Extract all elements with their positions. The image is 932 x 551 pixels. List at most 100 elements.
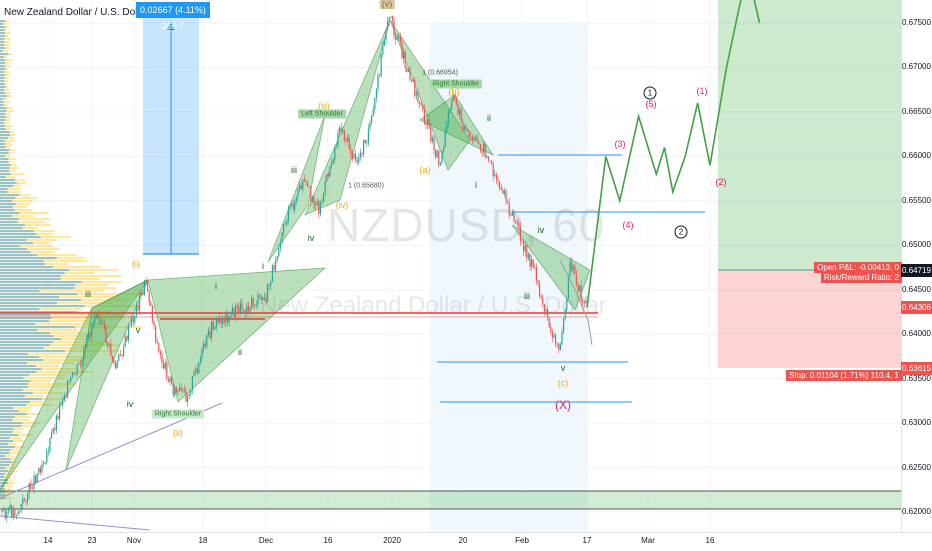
volume-bar: [0, 398, 62, 401]
candle: [377, 75, 379, 90]
candle: [148, 291, 150, 303]
price-tag: 0.63615: [901, 362, 932, 376]
minor-wave-label: v: [560, 363, 566, 373]
candle: [465, 126, 467, 130]
candle: [243, 309, 245, 311]
volume-bar: [0, 188, 21, 191]
candle: [353, 153, 355, 159]
candle: [79, 363, 81, 365]
candle: [289, 205, 291, 209]
candle: [467, 129, 469, 132]
candle: [126, 335, 128, 341]
candle: [134, 315, 136, 322]
candle: [582, 301, 584, 303]
candle: [529, 254, 531, 267]
candle: [212, 321, 214, 330]
volume-bar-value: [0, 122, 5, 125]
candle: [483, 143, 485, 153]
pattern-annotation: 1 (0.66954): [422, 69, 458, 77]
candle: [65, 395, 67, 397]
candle: [414, 80, 416, 96]
volume-bar-value: [0, 338, 61, 341]
candle: [190, 390, 192, 395]
candle: [403, 51, 405, 59]
volume-bar-value: [0, 353, 28, 356]
volume-bar-value: [0, 389, 23, 392]
volume-bar: [0, 179, 25, 182]
candle: [209, 330, 211, 339]
volume-bar-value: [0, 194, 20, 197]
stop-label: Stop: 0.01104 (1.71%) 110.4, 1: [785, 370, 902, 381]
volume-bar-value: [0, 377, 24, 380]
volume-bar: [0, 71, 10, 74]
candle: [145, 280, 147, 283]
candle: [367, 128, 369, 143]
volume-bar-value: [0, 245, 20, 248]
volume-bar-value: [0, 176, 6, 179]
candle: [30, 482, 32, 489]
y-tick-label: 0.65000: [902, 240, 931, 250]
candle: [279, 242, 281, 249]
volume-bar: [0, 20, 10, 23]
candle: [550, 327, 552, 333]
candle: [563, 318, 565, 332]
candle: [7, 510, 9, 512]
volume-bar-value: [0, 215, 13, 218]
candle: [227, 312, 229, 323]
volume-bar-value: [0, 272, 65, 275]
candle: [420, 104, 422, 106]
volume-bar: [0, 248, 60, 251]
volume-bar-value: [0, 446, 15, 449]
volume-bar-value: [0, 344, 50, 347]
candle: [118, 354, 120, 361]
candle: [449, 108, 451, 114]
volume-bar-value: [0, 185, 14, 188]
candle: [247, 305, 249, 312]
candle: [415, 91, 417, 96]
candle: [278, 248, 280, 256]
wave-label: (1): [696, 86, 708, 96]
volume-bar-value: [0, 242, 34, 245]
volume-bar-value: [0, 197, 16, 200]
wave-label: i: [215, 281, 217, 291]
candle: [139, 294, 141, 311]
candle: [331, 163, 333, 167]
volume-bar-value: [0, 458, 11, 461]
volume-bar-value: [0, 431, 13, 434]
candle: [412, 80, 414, 82]
candle: [108, 343, 110, 346]
volume-bar-value: [0, 116, 7, 119]
candle: [430, 128, 432, 142]
candle: [71, 372, 73, 378]
candle: [257, 294, 259, 305]
candle: [457, 103, 459, 115]
chart-title: New Zealand Dollar / U.S. Dollar, 60, FX…: [4, 7, 199, 18]
candle: [70, 377, 72, 382]
candle: [83, 349, 85, 359]
candle: [431, 137, 433, 142]
volume-bar: [0, 455, 13, 458]
volume-bar: [0, 113, 11, 116]
candle: [276, 255, 278, 261]
volume-bar: [0, 143, 12, 146]
candle: [361, 152, 363, 155]
volume-bar-value: [0, 224, 26, 227]
volume-bar-value: [0, 269, 70, 272]
candle: [46, 451, 48, 462]
volume-bar: [0, 203, 31, 206]
candle: [110, 343, 112, 357]
candle: [396, 38, 398, 40]
volume-bar-value: [0, 203, 16, 206]
volume-bar-value: [0, 140, 5, 143]
candle: [249, 307, 251, 312]
candle: [500, 187, 502, 190]
volume-bar-value: [0, 200, 13, 203]
time-axis[interactable]: [0, 532, 932, 551]
volume-bar: [0, 401, 44, 404]
volume-bar-value: [0, 62, 5, 65]
candle: [49, 437, 51, 452]
x-tick-label: Nov: [126, 536, 142, 545]
volume-bar: [0, 410, 31, 413]
candle: [105, 326, 107, 342]
